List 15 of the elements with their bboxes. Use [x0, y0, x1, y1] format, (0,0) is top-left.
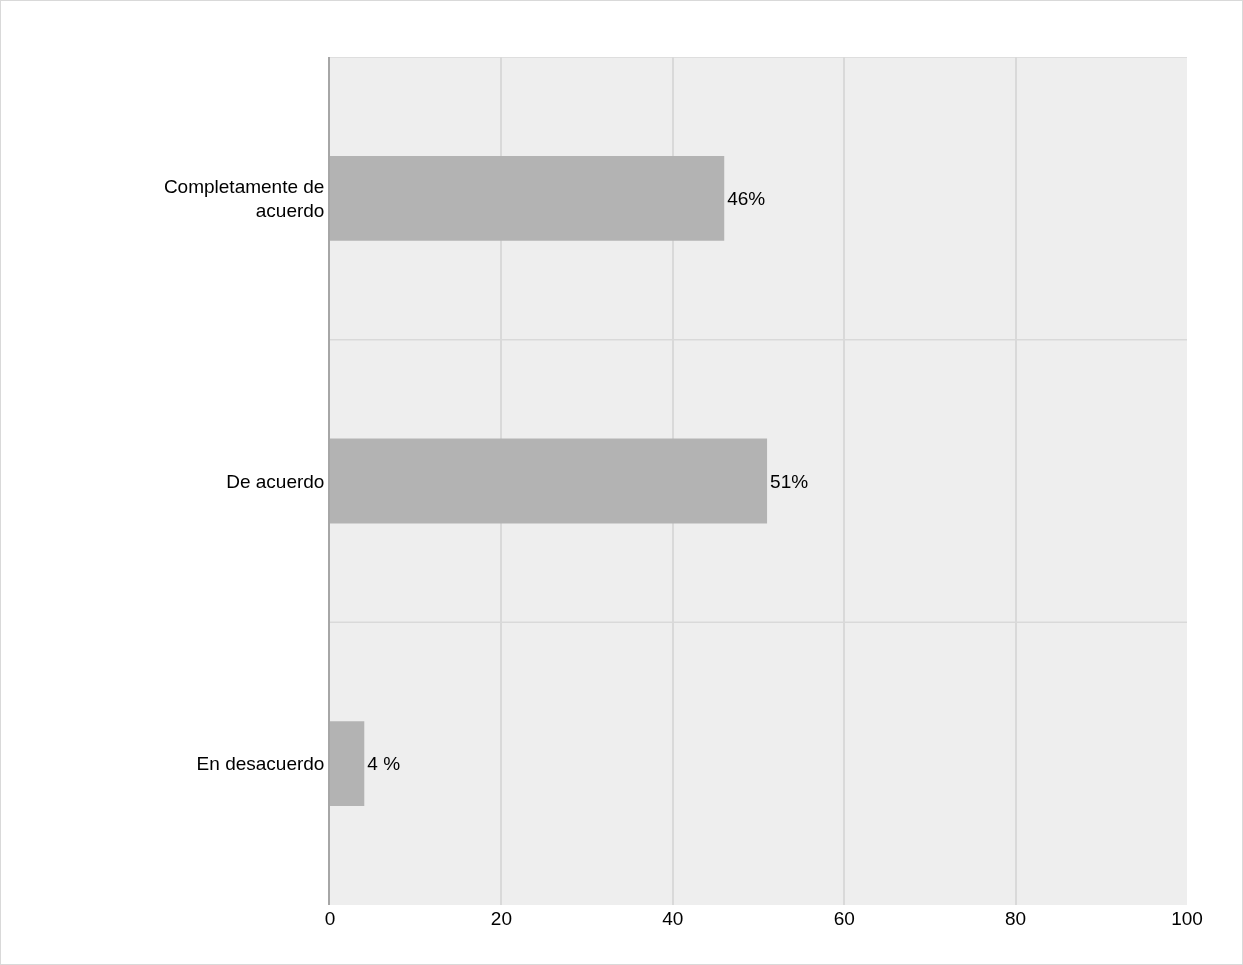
x-tick-label: 80 [1005, 908, 1027, 929]
x-tick-label: 20 [490, 908, 512, 929]
data-label: 4 % [367, 753, 401, 775]
x-tick-label: 100 [1171, 908, 1203, 929]
x-tick-label: 40 [662, 908, 684, 929]
data-label: 51% [770, 470, 809, 492]
bar [330, 438, 768, 524]
bar [330, 155, 725, 241]
bar [330, 721, 365, 807]
x-tick-label: 60 [833, 908, 855, 929]
y-tick-label: Completamente de acuerdo [163, 175, 325, 222]
x-tick-label: 0 [324, 908, 336, 929]
data-label: 46% [727, 187, 766, 209]
y-tick-label: De acuerdo [226, 470, 325, 492]
y-tick-label: En desacuerdo [196, 753, 325, 775]
